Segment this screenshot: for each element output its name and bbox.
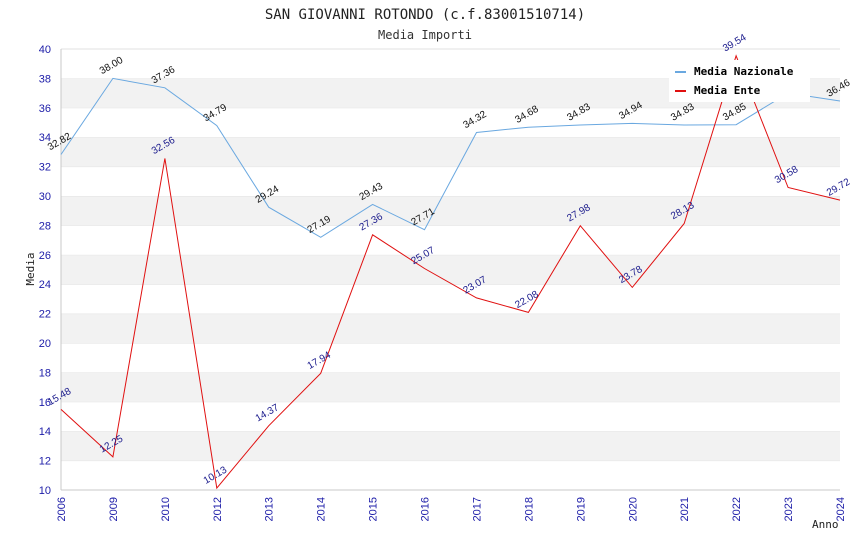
legend-box [669, 60, 810, 102]
y-tick-label: 36 [39, 103, 51, 115]
grid-band [61, 313, 840, 343]
legend-label-nazionale: Media Nazionale [694, 65, 794, 78]
series-line-nazionale [60, 77, 841, 238]
y-tick-label: 20 [39, 338, 51, 350]
grid-band [61, 107, 840, 138]
y-tick-label: 40 [39, 44, 51, 56]
y-tick-label: 32 [39, 162, 51, 174]
y-tick-label: 34 [39, 132, 51, 144]
x-tick-label: 2024 [835, 497, 847, 521]
y-tick-label: 38 [39, 73, 51, 85]
y-tick-label: 24 [39, 279, 51, 291]
y-tick-label: 30 [39, 191, 51, 203]
x-axis-label: Anno [812, 518, 839, 531]
x-tick-label: 2012 [212, 497, 224, 521]
x-tick-label: 2014 [316, 497, 328, 521]
grid-band [61, 254, 840, 285]
y-tick-label: 10 [39, 485, 51, 497]
x-tick-label: 2017 [471, 497, 483, 521]
x-tick-label: 2009 [108, 497, 120, 521]
grid-band [61, 137, 840, 167]
x-tick-label: 2013 [264, 497, 276, 521]
y-tick-label: 18 [39, 367, 51, 379]
grid-band [61, 196, 840, 226]
y-tick-label: 26 [39, 250, 51, 262]
grid-band [61, 284, 840, 314]
grid-band [61, 460, 840, 490]
x-tick-label: 2016 [420, 497, 432, 521]
y-tick-label: 14 [39, 426, 51, 438]
chart-title: SAN GIOVANNI ROTONDO (c.f.83001510714) [265, 7, 585, 23]
grid-band [61, 343, 840, 373]
y-tick-label: 28 [39, 220, 51, 232]
y-tick-label: 16 [39, 397, 51, 409]
x-tick-label: 2020 [627, 497, 639, 521]
y-axis-label: Media [24, 252, 37, 285]
y-tick-label: 12 [39, 456, 51, 468]
y-tick-label: 22 [39, 309, 51, 321]
grid-band [61, 225, 840, 255]
x-tick-label: 2022 [731, 497, 743, 521]
grid-band [61, 431, 840, 461]
grid-band [61, 372, 840, 402]
x-tick-label: 2019 [575, 497, 587, 521]
series-line-ente [60, 54, 841, 490]
x-tick-label: 2021 [679, 497, 691, 521]
x-tick-label: 2018 [523, 497, 535, 521]
x-tick-label: 2015 [368, 497, 380, 521]
grid-band [61, 401, 840, 432]
x-tick-label: 2010 [160, 497, 172, 521]
legend-label-ente: Media Ente [694, 84, 761, 97]
x-tick-label: 2023 [783, 497, 795, 521]
x-tick-label: 2006 [56, 497, 68, 521]
legend: Media Nazionale Media Ente [669, 60, 810, 102]
chart-subtitle: Media Importi [378, 28, 472, 42]
